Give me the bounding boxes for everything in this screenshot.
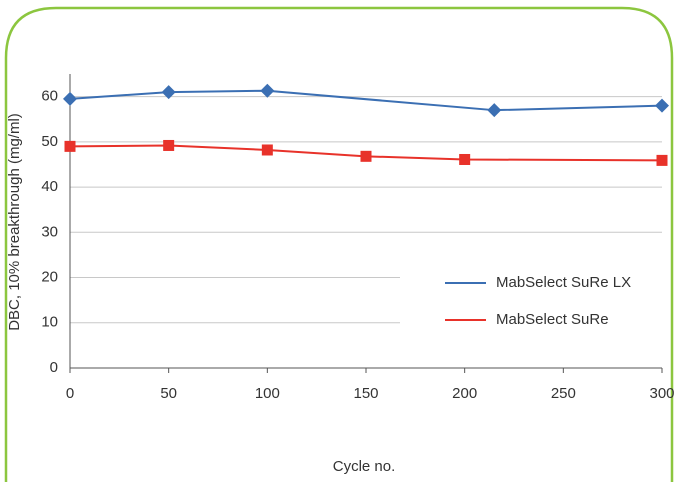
series-line xyxy=(69,89,663,112)
legend-label: MabSelect SuRe LX xyxy=(496,274,631,291)
marker xyxy=(655,98,669,113)
x-tick-label: 300 xyxy=(649,385,674,402)
frame xyxy=(4,6,674,482)
marker xyxy=(163,139,175,151)
y-tick-label: 40 xyxy=(41,178,58,195)
x-tick-label: 0 xyxy=(66,385,74,402)
legend-box xyxy=(400,262,662,342)
y-tick-label: 10 xyxy=(41,314,58,331)
marker xyxy=(459,153,471,165)
y-tick-label: 30 xyxy=(41,223,58,240)
y-tick-label: 20 xyxy=(41,269,58,286)
legend-label: MabSelect SuRe xyxy=(496,311,609,328)
x-tick-label: 250 xyxy=(551,385,576,402)
marker xyxy=(161,85,176,100)
y-tick-label: 60 xyxy=(41,88,58,105)
marker xyxy=(360,150,372,162)
y-axis-label: DBC, 10% breakthrough (mg/ml) xyxy=(6,113,23,331)
x-tick-label: 200 xyxy=(452,385,477,402)
x-axis-label: Cycle no. xyxy=(333,458,396,475)
x-tick-label: 50 xyxy=(160,385,177,402)
series-line xyxy=(69,144,663,162)
x-tick-label: 150 xyxy=(353,385,378,402)
marker xyxy=(656,154,668,166)
x-tick-label: 100 xyxy=(255,385,280,402)
marker xyxy=(487,103,502,118)
marker xyxy=(64,140,76,152)
y-tick-label: 50 xyxy=(41,133,58,150)
marker xyxy=(261,144,273,156)
marker xyxy=(260,83,275,98)
y-tick-label: 0 xyxy=(50,359,58,376)
marker xyxy=(63,91,77,106)
